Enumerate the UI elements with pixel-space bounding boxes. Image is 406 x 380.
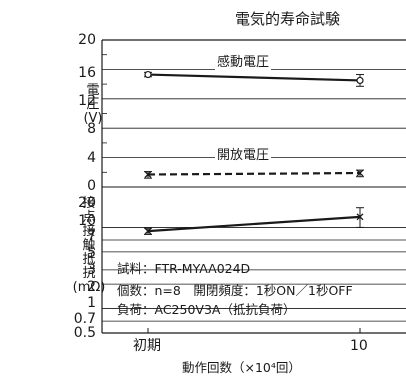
voltage-axis-label-line: 電 (86, 83, 100, 98)
series-label-release-voltage: 開放電圧 (215, 148, 272, 163)
release-voltage-data-point (144, 171, 152, 178)
resistance-axis-label-line: 抗 (82, 266, 96, 281)
voltage-axis-label-line: 圧 (86, 97, 100, 112)
resistance-tick-label: 2 (87, 279, 96, 295)
resistance-tick-label: 0.5 (73, 325, 96, 341)
resistance-axis-label-line: 接 (82, 224, 96, 239)
resistance-tick-label: 3 (87, 262, 96, 278)
chart-title: 電気的寿命試験 (235, 10, 341, 28)
resistance-axis-label-line: 触 (82, 238, 96, 253)
x-tick-label: 初期 (133, 338, 161, 354)
contact-resistance-data-point (356, 213, 364, 221)
resistance-axis-label: 接 点 接 触 抵 抗 (mΩ) (72, 197, 106, 295)
release-voltage-series-line (147, 171, 361, 176)
release-voltage-data-point (356, 169, 364, 177)
x-tick-label: 10 (350, 338, 368, 354)
resistance-axis-label-line: 抵 (82, 252, 96, 267)
voltage-axis-label: 電 圧 (V) (78, 84, 108, 126)
resistance-axis-label-line: 接 (82, 196, 96, 211)
pickup-voltage-data-point (144, 70, 152, 79)
pickup-voltage-data-point (356, 76, 364, 85)
contact-resistance-series-line (147, 215, 361, 233)
voltage-tick-label: 16 (78, 65, 96, 81)
annotation-count-frequency: 個数：n=8 開閉頻度：1秒ON／1秒OFF (117, 283, 353, 298)
resistance-tick-label: 1 (87, 295, 96, 311)
resistance-tick-label: 7 (87, 228, 96, 244)
x-axis-label: 動作回数（×10⁴回） (182, 360, 301, 375)
voltage-tick-label: 12 (78, 93, 96, 109)
contact-resistance-data-point (144, 227, 152, 235)
voltage-tick-label: 20 (78, 32, 96, 48)
resistance-axis-label-line: 点 (82, 210, 96, 225)
resistance-tick-label: 5 (87, 245, 96, 261)
resistance-tick-label: 10 (78, 213, 96, 229)
resistance-tick-label: 20 (78, 195, 96, 211)
pickup-voltage-series-line (147, 73, 361, 82)
resistance-tick-label: 0.7 (73, 311, 96, 327)
voltage-tick-label: 8 (87, 121, 96, 137)
annotation-load: 負荷：AC250V3A（抵抗負荷） (117, 302, 296, 317)
series-label-pickup-voltage: 感動電圧 (215, 55, 272, 70)
voltage-tick-label: 4 (87, 150, 96, 166)
voltage-axis-label-line: (V) (83, 111, 103, 126)
voltage-tick-label: 0 (87, 178, 96, 194)
annotation-sample: 試料：FTR-MYAA024D (117, 261, 251, 276)
resistance-axis-label-line: (mΩ) (72, 280, 106, 295)
